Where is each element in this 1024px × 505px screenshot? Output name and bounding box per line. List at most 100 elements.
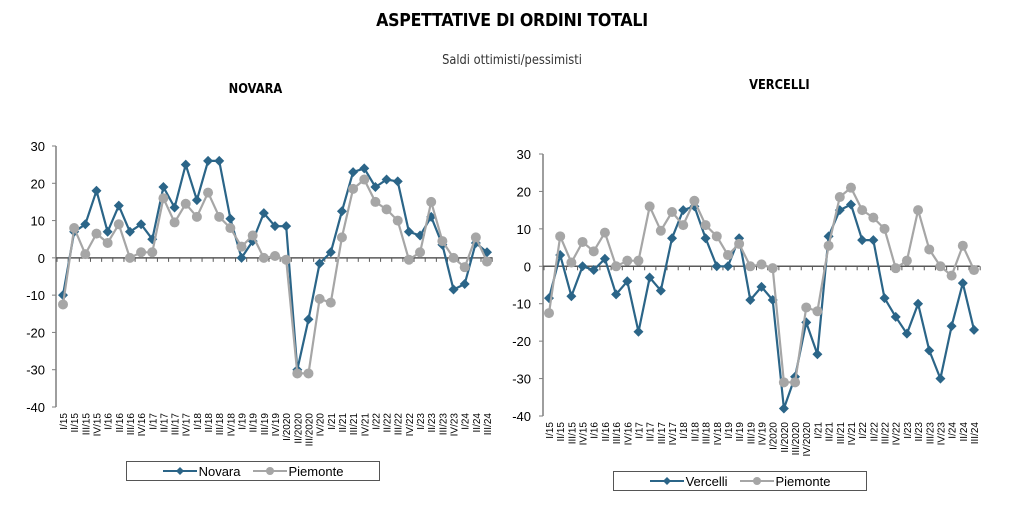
x-tick-label: III/15 xyxy=(567,422,578,445)
data-point-novara xyxy=(336,206,347,217)
x-tick-label: II/18 xyxy=(690,422,701,442)
x-tick-label: III/2020 xyxy=(304,413,315,447)
legend-item-piemonte: Piemonte xyxy=(252,464,343,479)
x-tick-label: I/23 xyxy=(416,413,427,430)
y-tick-label: -30 xyxy=(512,372,531,387)
data-point-novara xyxy=(392,176,403,187)
x-tick-label: IV/16 xyxy=(623,422,634,446)
data-point-piemonte xyxy=(946,270,957,281)
x-tick-label: III/17 xyxy=(657,422,668,445)
y-tick-label: -40 xyxy=(512,409,531,424)
y-tick-label: -20 xyxy=(512,334,531,349)
x-tick-label: I/24 xyxy=(461,413,472,430)
x-tick-label: III/21 xyxy=(349,413,360,436)
data-point-novara xyxy=(370,182,381,193)
diamond-marker-icon xyxy=(649,477,684,485)
data-point-piemonte xyxy=(655,225,666,236)
data-point-piemonte xyxy=(700,220,711,231)
x-tick-label: I/16 xyxy=(104,413,115,430)
data-point-novara xyxy=(203,155,214,166)
data-point-piemonte xyxy=(767,263,778,274)
subtitle: Saldi ottimisti/pessimisti xyxy=(442,53,582,68)
x-tick-label: II/2020 xyxy=(293,413,304,444)
data-point-vercelli xyxy=(879,293,890,304)
data-point-novara xyxy=(91,185,102,196)
y-tick-label: 0 xyxy=(38,251,45,266)
x-tick-label: II/22 xyxy=(869,422,880,442)
data-point-piemonte xyxy=(812,306,823,317)
data-point-piemonte xyxy=(633,255,644,266)
x-tick-label: II/2020 xyxy=(780,422,791,453)
x-tick-label: III/18 xyxy=(702,422,713,445)
chart-title-novara: NOVARA xyxy=(228,82,283,97)
data-point-vercelli xyxy=(756,281,767,292)
x-tick-label: II/23 xyxy=(914,422,925,442)
data-point-piemonte xyxy=(113,219,124,230)
x-tick-label: I/18 xyxy=(193,413,204,430)
legend-label: Vercelli xyxy=(685,473,728,489)
x-tick-label: IV/22 xyxy=(892,422,903,446)
data-point-piemonte xyxy=(359,174,370,185)
data-point-piemonte xyxy=(622,255,633,266)
data-point-piemonte xyxy=(555,231,566,242)
x-tick-label: I/16 xyxy=(590,422,601,439)
x-tick-label: III/21 xyxy=(836,422,847,445)
y-tick-label: 0 xyxy=(524,259,531,274)
data-point-piemonte xyxy=(667,207,678,218)
data-point-piemonte xyxy=(336,232,347,243)
x-tick-label: IV/23 xyxy=(450,413,461,437)
x-tick-label: III/22 xyxy=(394,413,405,436)
data-point-vercelli xyxy=(857,235,868,246)
x-tick-label: II/22 xyxy=(383,413,394,433)
x-tick-label: I/2020 xyxy=(769,422,780,450)
data-point-piemonte xyxy=(325,297,336,308)
x-tick-label: III/17 xyxy=(171,413,182,436)
data-point-vercelli xyxy=(901,328,912,339)
data-point-piemonte xyxy=(437,236,448,247)
data-point-piemonte xyxy=(935,261,946,272)
data-point-vercelli xyxy=(946,321,957,332)
data-point-vercelli xyxy=(622,276,633,287)
y-tick-label: -30 xyxy=(26,363,45,378)
x-tick-label: IV/23 xyxy=(936,422,947,446)
data-point-piemonte xyxy=(415,247,426,258)
data-point-novara xyxy=(180,159,191,170)
x-tick-label: III/23 xyxy=(925,422,936,445)
data-point-piemonte xyxy=(924,244,935,255)
x-tick-label: IV/2020 xyxy=(802,422,813,457)
x-tick-label: IV/18 xyxy=(226,413,237,437)
y-tick-label: -20 xyxy=(26,325,45,340)
circle-marker-icon xyxy=(252,467,287,475)
x-tick-label: III/18 xyxy=(215,413,226,436)
x-tick-label: III/19 xyxy=(260,413,271,436)
data-point-piemonte xyxy=(348,183,359,194)
data-point-vercelli xyxy=(845,199,856,210)
data-point-piemonte xyxy=(225,223,236,234)
data-point-piemonte xyxy=(790,377,801,388)
legend-item-vercelli: Vercelli xyxy=(649,473,728,489)
x-tick-label: III/22 xyxy=(881,422,892,445)
data-point-novara xyxy=(303,314,314,325)
x-tick-label: I/15 xyxy=(545,422,556,439)
data-point-piemonte xyxy=(745,261,756,272)
data-point-piemonte xyxy=(778,377,789,388)
data-point-piemonte xyxy=(270,250,280,261)
data-point-piemonte xyxy=(69,223,80,234)
x-tick-label: II/23 xyxy=(427,413,438,433)
x-tick-label: IV/18 xyxy=(713,422,724,446)
x-tick-label: IV/21 xyxy=(360,413,371,437)
data-point-piemonte xyxy=(834,192,845,203)
data-point-novara xyxy=(258,208,269,219)
data-point-vercelli xyxy=(722,261,733,272)
y-tick-label: -40 xyxy=(26,400,45,415)
x-tick-label: III/23 xyxy=(438,413,449,436)
data-point-novara xyxy=(124,226,135,237)
y-tick-label: 10 xyxy=(31,214,45,229)
x-tick-label: I/17 xyxy=(634,422,645,439)
legend-item-piemonte: Piemonte xyxy=(739,474,830,489)
x-tick-label: IV/15 xyxy=(579,422,590,446)
data-point-piemonte xyxy=(258,252,269,263)
data-point-vercelli xyxy=(778,403,789,414)
x-tick-label: IV/21 xyxy=(847,422,858,446)
data-point-piemonte xyxy=(711,231,722,242)
